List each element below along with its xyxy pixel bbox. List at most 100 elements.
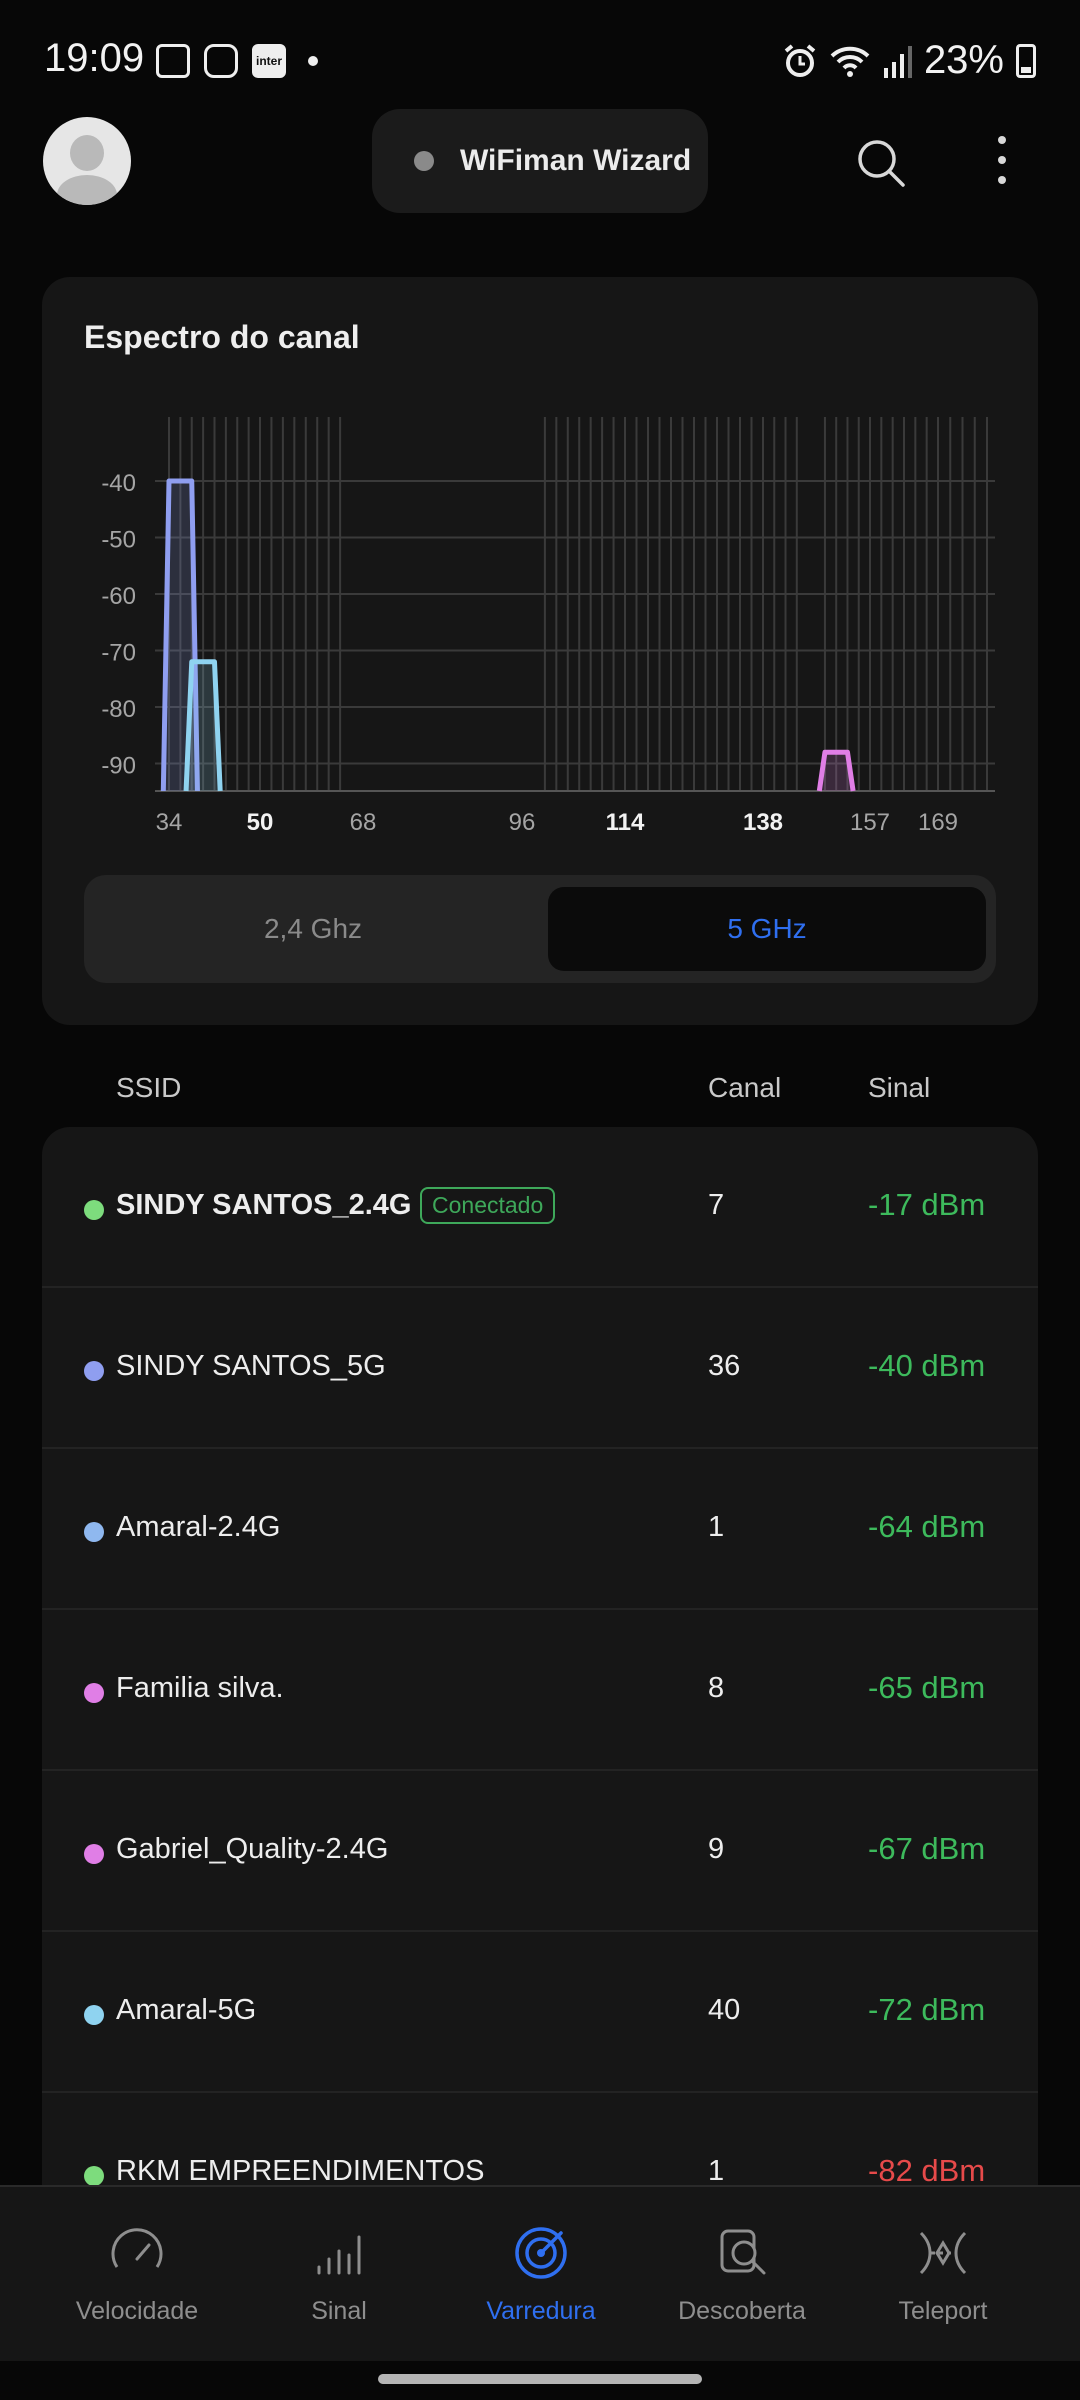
- network-signal: -40 dBm: [868, 1348, 986, 1383]
- gallery-icon: [156, 44, 190, 78]
- network-channel: 8: [708, 1672, 725, 1704]
- nav-velocidade[interactable]: Velocidade: [37, 2187, 237, 2363]
- series-line: [183, 659, 223, 792]
- status-right: 23%: [782, 38, 1036, 83]
- nav-label: Velocidade: [75, 2297, 199, 2325]
- column-header-canal[interactable]: Canal: [708, 1072, 782, 1103]
- network-signal: -65 dBm: [868, 1670, 986, 1705]
- instagram-icon: [204, 44, 238, 78]
- band-24ghz-button[interactable]: 2,4 Ghz: [263, 913, 363, 944]
- network-signal: -72 dBm: [868, 1992, 986, 2027]
- band-5ghz-button[interactable]: 5 GHz: [548, 887, 986, 971]
- nav-label: Varredura: [486, 2297, 596, 2325]
- connected-badge: Conectado: [420, 1187, 556, 1224]
- nav-teleport[interactable]: Teleport: [843, 2187, 1043, 2363]
- network-row[interactable]: Familia silva. 8 -65 dBm: [42, 1610, 1038, 1771]
- battery-icon: [1016, 43, 1036, 78]
- network-ssid: RKM EMPREENDIMENTOS: [116, 2155, 485, 2187]
- network-row[interactable]: Amaral-2.4G 1 -64 dBm: [42, 1449, 1038, 1610]
- wifi-icon: [830, 46, 870, 77]
- x-tick-label: 96: [509, 809, 536, 836]
- y-tick-label: -80: [101, 696, 136, 723]
- network-ssid: Amaral-5G: [116, 1994, 257, 2026]
- network-ssid: SINDY SANTOS_2.4G: [116, 1189, 412, 1221]
- network-channel: 1: [708, 1511, 725, 1543]
- nav-label: Sinal: [311, 2297, 367, 2325]
- network-row[interactable]: Amaral-5G 40 -72 dBm: [42, 1932, 1038, 2093]
- column-header-ssid[interactable]: SSID: [116, 1072, 182, 1103]
- band-toggle: 2,4 Ghz 5 GHz: [84, 875, 996, 983]
- series-area: [819, 752, 854, 791]
- x-tick-label: 114: [606, 809, 645, 836]
- network-channel: 9: [708, 1833, 725, 1865]
- inter-app-icon: inter: [252, 44, 286, 78]
- wizard-label: WiFiman Wizard: [460, 144, 692, 177]
- network-color-dot: [84, 1361, 104, 1381]
- network-signal: -82 dBm: [868, 2153, 986, 2187]
- network-ssid: SINDY SANTOS_5G: [116, 1350, 386, 1382]
- network-signal: -17 dBm: [868, 1187, 986, 1222]
- network-row[interactable]: SINDY SANTOS_5G 36 -40 dBm: [42, 1288, 1038, 1449]
- network-color-dot: [84, 2166, 104, 2186]
- network-channel: 7: [708, 1189, 725, 1221]
- network-color-dot: [84, 1200, 104, 1220]
- network-color-dot: [84, 1844, 104, 1864]
- network-signal: -64 dBm: [868, 1509, 986, 1544]
- x-tick-label: 34: [156, 809, 183, 836]
- discovery-icon: [720, 2229, 766, 2275]
- network-row[interactable]: Gabriel_Quality-2.4G 9 -67 dBm: [42, 1771, 1038, 1932]
- y-tick-label: -90: [101, 753, 136, 780]
- network-ssid: Amaral-2.4G: [116, 1511, 281, 1543]
- nav-label: Descoberta: [678, 2297, 806, 2325]
- network-color-dot: [84, 2005, 104, 2025]
- alarm-icon: [784, 43, 816, 77]
- cell-signal-icon: [883, 45, 912, 78]
- network-color-dot: [84, 1522, 104, 1542]
- x-tick-label: 50: [247, 809, 274, 836]
- status-time: 19:09: [44, 36, 145, 80]
- overflow-menu-icon[interactable]: [998, 136, 1006, 184]
- network-channel: 36: [708, 1350, 741, 1382]
- network-ssid: Gabriel_Quality-2.4G: [116, 1833, 389, 1865]
- avatar-head-shape: [70, 135, 104, 171]
- bottom-navigation: Velocidade Sinal Varredura Descoberta Te…: [0, 2185, 1080, 2361]
- x-tick-label: 157: [850, 809, 890, 836]
- avatar[interactable]: [43, 117, 131, 205]
- teleport-icon: [919, 2231, 967, 2275]
- nav-varredura[interactable]: Varredura: [441, 2187, 641, 2363]
- y-tick-label: -40: [101, 470, 136, 497]
- nav-label: Teleport: [898, 2297, 988, 2325]
- more-notifications-dot: [308, 56, 318, 66]
- x-tick-label: 68: [350, 809, 377, 836]
- series-line: [160, 478, 200, 792]
- network-color-dot: [84, 1683, 104, 1703]
- network-channel: 40: [708, 1994, 741, 2026]
- y-tick-label: -60: [101, 583, 136, 610]
- nav-descoberta[interactable]: Descoberta: [642, 2187, 842, 2363]
- home-indicator[interactable]: [378, 2374, 702, 2384]
- card-title: Espectro do canal: [84, 319, 360, 355]
- x-tick-label: 169: [918, 809, 958, 836]
- network-ssid: Familia silva.: [116, 1672, 284, 1704]
- network-list: SINDY SANTOS_2.4G Conectado 7 -17 dBm SINDY …: [42, 1127, 1038, 2187]
- column-header-sinal[interactable]: Sinal: [868, 1072, 931, 1103]
- spectrum-chart: -40 -50 -60 -70 -80 -90 34 50 68 96 114 138 157 169: [101, 417, 995, 836]
- wifiman-wizard-button[interactable]: WiFiman Wizard: [372, 109, 708, 213]
- channel-spectrum-card: Espectro do canal -40 -50 -60 -70 -80 -90 34 50…: [42, 277, 1038, 1025]
- notification-icons: inter: [156, 44, 318, 78]
- network-signal: -67 dBm: [868, 1831, 986, 1866]
- speedometer-icon: [111, 2228, 163, 2268]
- network-row[interactable]: SINDY SANTOS_2.4G Conectado 7 -17 dBm: [42, 1127, 1038, 1288]
- search-icon[interactable]: [856, 138, 906, 188]
- battery-percent: 23%: [923, 38, 1004, 82]
- y-tick-label: -50: [101, 527, 136, 554]
- x-tick-label: 138: [743, 809, 783, 836]
- y-tick-label: -70: [101, 640, 136, 667]
- network-row[interactable]: RKM EMPREENDIMENTOS 1 -82 dBm: [42, 2093, 1038, 2187]
- network-channel: 1: [708, 2155, 725, 2187]
- avatar-body-shape: [57, 175, 117, 205]
- series-line: [816, 749, 856, 792]
- wizard-status-dot: [414, 151, 434, 171]
- nav-sinal[interactable]: Sinal: [239, 2187, 439, 2363]
- radar-icon: [515, 2227, 567, 2279]
